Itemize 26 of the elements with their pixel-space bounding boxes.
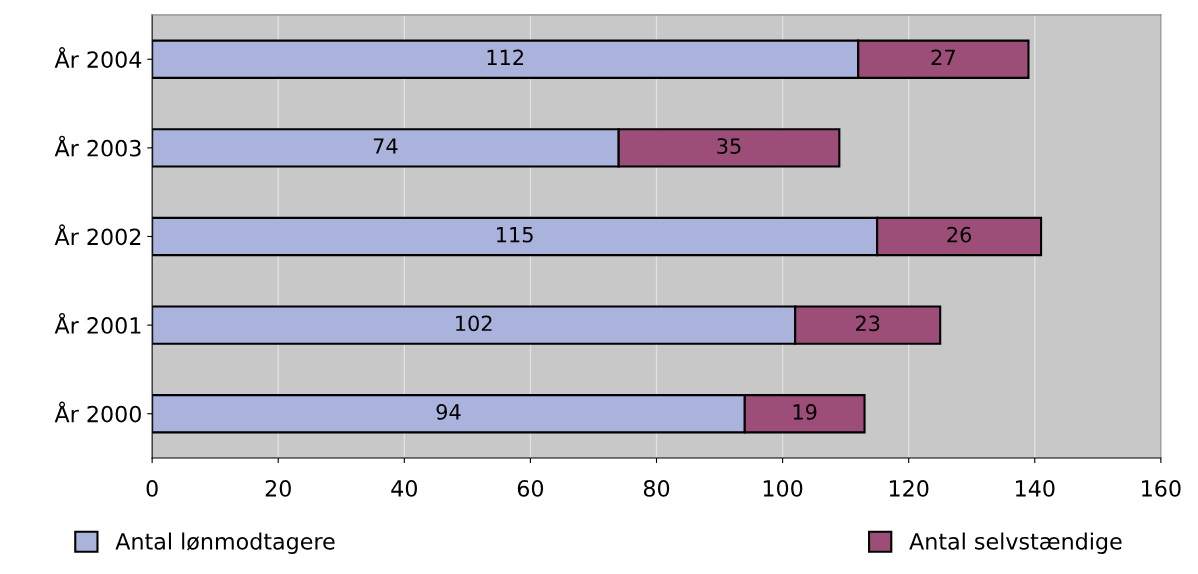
- data-label: 35: [717, 138, 741, 154]
- legend-label: Antal selvstændige: [909, 532, 1122, 554]
- data-label: 102: [456, 315, 492, 332]
- data-label: 19: [793, 404, 817, 420]
- x-tick-label: 140: [1016, 479, 1055, 497]
- x-tick-label: 20: [265, 479, 291, 497]
- data-label: 94: [436, 404, 461, 420]
- data-label: 26: [947, 226, 972, 243]
- x-tick-label: 160: [1142, 479, 1181, 497]
- y-tick-label: År 2004: [54, 47, 142, 68]
- y-tick-label: År 2003: [54, 135, 141, 157]
- y-tick-label: År 2001: [54, 312, 141, 334]
- data-label: 115: [497, 227, 533, 243]
- x-tick-label: 80: [643, 479, 670, 497]
- x-tick-label: 0: [146, 479, 158, 497]
- y-tick-label: År 2002: [54, 224, 141, 246]
- x-tick-label: 40: [391, 479, 417, 497]
- x-tick-label: 60: [517, 479, 544, 497]
- data-label: 23: [855, 315, 880, 332]
- y-tick-label: År 2000: [54, 401, 141, 423]
- x-tick-label: 120: [889, 479, 929, 497]
- data-label: 112: [487, 49, 523, 65]
- x-tick-label: 100: [763, 479, 803, 497]
- data-label: 27: [931, 49, 955, 65]
- legend-label: Antal lønmodtagere: [115, 532, 335, 554]
- data-label: 74: [373, 138, 398, 154]
